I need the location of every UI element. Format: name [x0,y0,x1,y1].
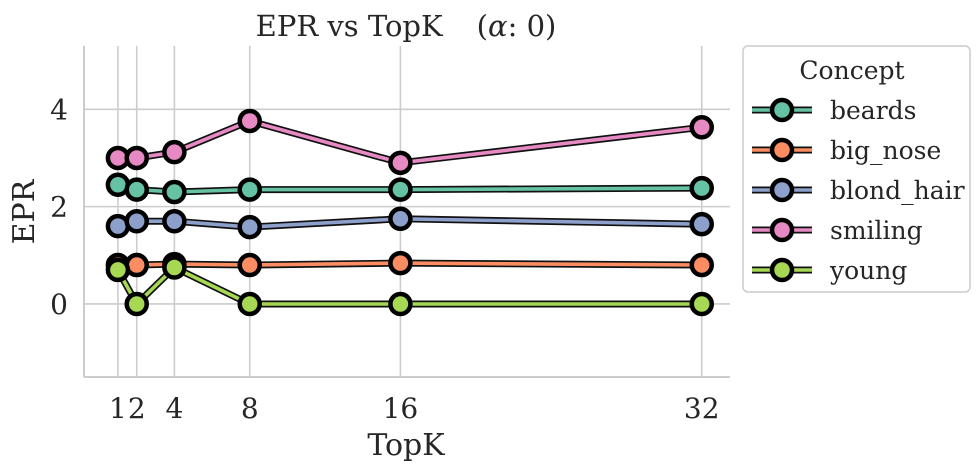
legend-label: blond_hair [830,176,965,205]
series-beards [105,172,714,205]
axes [83,46,730,378]
legend-marker [769,257,795,283]
x-tick-label: 8 [241,392,259,425]
data-point [689,115,714,140]
series-young [105,255,714,317]
x-tick-label: 4 [165,392,183,425]
x-tick-label: 2 [128,392,146,425]
series-smiling [105,108,714,176]
x-tick-label: 16 [383,392,419,425]
data-point [162,255,187,280]
x-tick-label: 32 [684,392,720,425]
data-point [162,139,187,165]
x-axis-label: TopK [367,428,445,463]
data-point [388,291,413,317]
chart-title: EPR vs TopK (α: 0) [256,9,557,43]
legend-label: young [829,256,907,285]
legend-label: smiling [830,216,923,245]
legend-title: Concept [799,56,904,85]
legend-item-big-nose: big_nose [752,136,941,165]
x-tick-label: 1 [109,392,127,425]
y-tick-label: 4 [50,93,68,126]
series-blond-hair [105,206,714,240]
data-point [124,145,149,171]
data-point [124,291,149,317]
data-point [237,108,262,134]
data-point [689,291,714,317]
y-axis-label: EPR [7,178,42,244]
y-tick-label: 2 [50,191,68,224]
data-point [689,252,714,278]
data-point [388,206,413,232]
data-point [124,208,149,234]
series-big-nose [105,250,714,278]
data-point [388,177,413,202]
data-series [105,108,714,317]
data-point [689,211,714,237]
legend-item-blond-hair: blond_hair [752,176,965,205]
data-point [237,252,262,278]
legend-item-beards: beards [752,96,917,125]
legend-marker [769,97,795,123]
legend-marker [769,137,795,163]
legend-item-young: young [752,256,907,285]
legend-label: beards [830,96,917,125]
data-point [388,250,413,276]
legend-item-smiling: smiling [752,216,923,245]
legend-marker [769,177,795,203]
legend-marker [769,217,795,243]
data-point [162,208,187,234]
data-point [237,291,262,317]
data-point [689,175,714,201]
data-point [388,150,413,176]
y-tick-label: 0 [50,288,68,321]
legend-label: big_nose [830,136,941,165]
data-point [124,177,149,202]
data-point [237,177,262,202]
data-point [162,179,187,205]
data-point [105,257,131,283]
data-point [237,214,262,240]
